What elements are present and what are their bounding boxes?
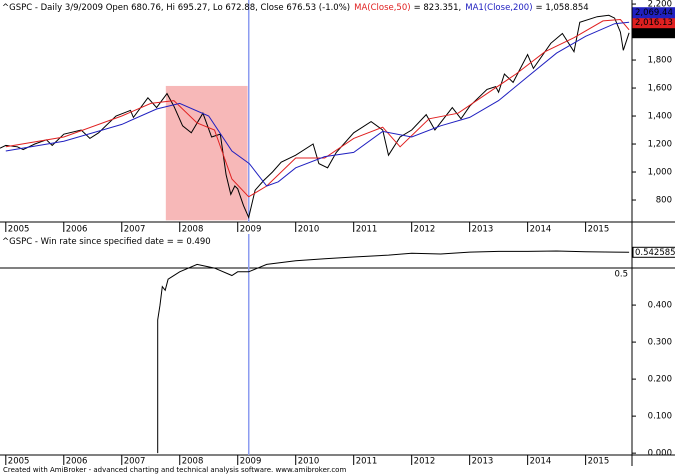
legend-value: = 1,058.854: [536, 3, 589, 13]
x-tick-label: 2006: [66, 225, 88, 235]
value-tag-label: 2,069.44: [635, 8, 673, 18]
x-tick-label: 2009: [240, 457, 262, 467]
x-tick-label: 2006: [66, 457, 88, 467]
highlight-zone: [165, 85, 248, 221]
reference-label: 0.5: [614, 270, 628, 280]
title-text: ^GSPC - Win rate since specified date = …: [2, 237, 211, 247]
x-tick-label: 2005: [8, 225, 30, 235]
value-tag-label: 2,016.13: [635, 18, 673, 28]
series-line: [5, 18, 630, 198]
value-tag-label: 0.542585: [635, 248, 675, 258]
title-text: ^GSPC - Daily 3/9/2009 Open 680.76, Hi 6…: [2, 3, 350, 13]
y-tick-label: 1,600: [648, 84, 672, 94]
pane-title: ^GSPC - Win rate since specified date = …: [2, 237, 211, 247]
y-tick-label: 0.300: [648, 338, 672, 348]
x-tick-label: 2012: [414, 225, 436, 235]
x-tick-label: 2013: [472, 457, 494, 467]
x-tick-label: 2012: [414, 457, 436, 467]
x-tick-label: 2011: [356, 457, 378, 467]
x-tick-label: 2010: [298, 225, 320, 235]
x-tick-label: 2008: [182, 457, 204, 467]
y-tick-label: 1,400: [648, 112, 672, 122]
y-tick-label: 0.200: [648, 375, 672, 385]
x-tick-label: 2007: [124, 457, 146, 467]
value-tag: [632, 7, 675, 19]
y-tick-label: 0.000: [648, 449, 672, 459]
x-tick-label: 2010: [298, 457, 320, 467]
footer: Created with AmiBroker - advanced charti…: [3, 466, 346, 474]
y-tick-label: 1,200: [648, 140, 672, 150]
x-tick-label: 2007: [124, 225, 146, 235]
x-tick-label: 2008: [182, 225, 204, 235]
y-tick-label: 1,800: [648, 56, 672, 66]
x-tick-label: 2014: [530, 225, 552, 235]
x-tick-label: 2014: [530, 457, 552, 467]
y-tick-label: 2,200: [648, 0, 672, 10]
x-tick-label: 2005: [8, 457, 30, 467]
x-tick-label: 2015: [588, 225, 610, 235]
y-tick-label: 0.100: [648, 412, 672, 422]
y-tick-label: 0.400: [648, 301, 672, 311]
legend-value: = 823.351,: [414, 3, 462, 13]
x-tick-label: 2011: [356, 225, 378, 235]
series-line: [5, 21, 630, 187]
x-tick-label: 2015: [588, 457, 610, 467]
legend-name: MA1(Close,200): [465, 3, 532, 13]
x-tick-label: 2013: [472, 225, 494, 235]
value-tag-label: 1,995.31: [635, 28, 673, 38]
y-tick-label: 1,000: [648, 168, 672, 178]
x-tick-label: 2009: [240, 225, 262, 235]
series-line: [157, 250, 630, 454]
legend-name: MA(Close,50): [354, 3, 410, 13]
value-tag: [632, 246, 675, 258]
y-tick-label: 800: [656, 196, 672, 206]
pane-title: ^GSPC - Daily 3/9/2009 Open 680.76, Hi 6…: [2, 3, 589, 13]
